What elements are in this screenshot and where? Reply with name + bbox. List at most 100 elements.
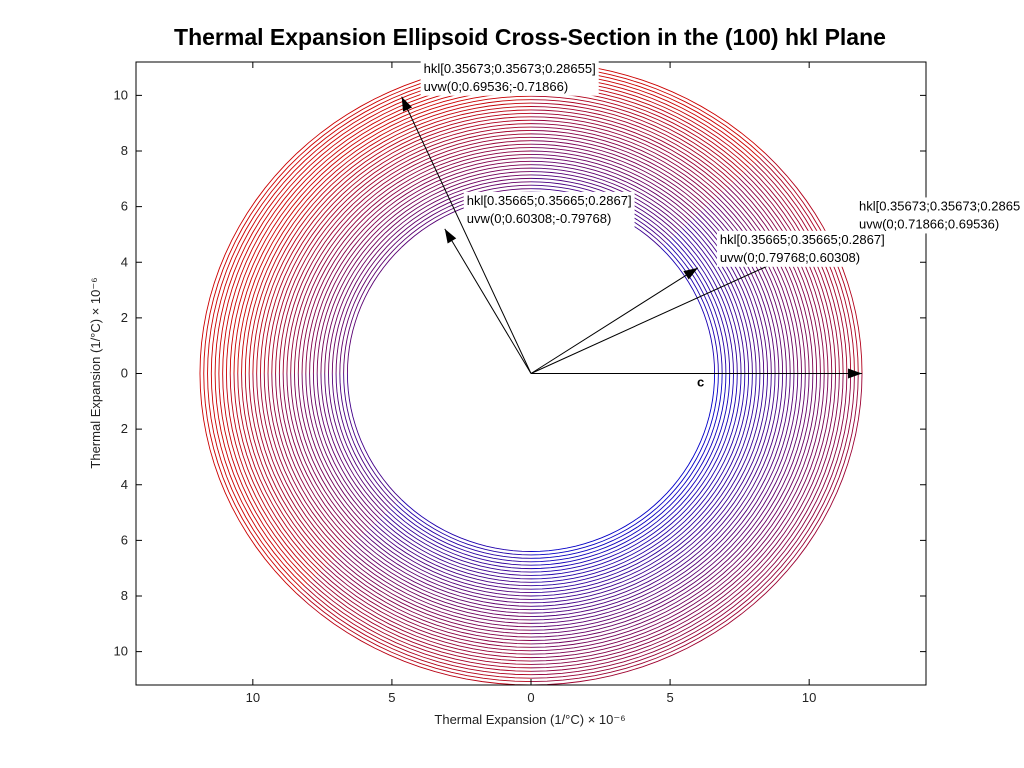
ellipse-curve xyxy=(363,147,532,215)
ellipse-curve xyxy=(530,576,747,662)
uvw-label: uvw(0;0.71866;0.69536) xyxy=(859,216,999,231)
ellipse-curve xyxy=(692,218,761,374)
ellipse-curve xyxy=(400,499,532,552)
ellipse-curve xyxy=(530,160,688,224)
ellipse-curve xyxy=(335,240,394,374)
ellipse-curve xyxy=(328,373,389,512)
ellipse-curve xyxy=(315,85,532,171)
ellipse-curve xyxy=(275,373,351,546)
hkl-label: hkl[0.35665;0.35665;0.2867] xyxy=(467,193,632,208)
ellipse-curve xyxy=(336,112,532,190)
y-axis-ticks: 10 8 6 4 2 0 2 4 6 8 10 xyxy=(114,87,926,659)
ellipse-curve xyxy=(684,373,750,522)
ellipse-curve xyxy=(530,537,704,607)
ellipse-curve xyxy=(267,373,346,551)
ellipse-curve xyxy=(735,373,821,568)
ellipse-curve xyxy=(312,578,532,665)
ellipse-curve xyxy=(530,566,736,648)
ellipse-curve xyxy=(263,194,343,374)
y-tick-label: 4 xyxy=(121,254,128,269)
x-axis-ticks: 10 5 0 5 10 xyxy=(246,62,816,705)
ellipse-curve xyxy=(716,196,795,374)
ellipse-curve xyxy=(376,164,532,227)
ellipse-curve xyxy=(229,373,319,575)
ellipse-curve xyxy=(751,373,844,582)
ellipse-curve xyxy=(328,564,532,645)
ellipse-curve xyxy=(530,581,753,669)
annotation-box xyxy=(420,59,599,96)
ellipse-curve xyxy=(730,184,814,374)
ellipse-curve xyxy=(705,206,780,374)
ellipse-curve xyxy=(301,218,370,374)
ellipse-curve xyxy=(339,554,532,631)
ellipse-curve xyxy=(304,586,532,676)
x-tick-label: 10 xyxy=(246,690,260,705)
ellipse-curve xyxy=(260,373,341,556)
ellipse-curve xyxy=(320,373,383,517)
ellipse-curve xyxy=(358,140,532,210)
ellipse-curve xyxy=(762,373,859,592)
ellipse-curve xyxy=(700,373,772,536)
ellipse-curve xyxy=(530,574,744,659)
vector-line xyxy=(444,228,532,374)
ellipse-curve xyxy=(689,373,757,527)
ellipse-curve xyxy=(252,373,335,561)
ellipse-curve xyxy=(347,547,532,621)
ellipse-curve xyxy=(530,499,662,552)
vector-arrowhead xyxy=(401,96,413,112)
ellipse-curve xyxy=(352,133,532,205)
ellipse-curve xyxy=(530,586,758,676)
annotation-box xyxy=(855,197,1022,234)
ellipse-curve xyxy=(241,373,327,568)
ellipse-curve xyxy=(738,177,825,374)
ellipse-curve xyxy=(368,153,532,219)
ellipse-curve xyxy=(346,247,402,374)
ellipse-curve xyxy=(342,119,532,195)
ellipse-curve xyxy=(708,373,784,544)
ellipse-curve xyxy=(721,373,802,556)
ellipse-curve xyxy=(203,155,300,374)
ellipse-curve xyxy=(309,223,375,374)
ellipse-curve xyxy=(282,373,357,541)
y-tick-label: 4 xyxy=(121,477,128,492)
ellipse-curve xyxy=(759,373,855,590)
ellipse-curve xyxy=(350,130,532,202)
ellipse-curve xyxy=(530,545,712,617)
uvw-label: uvw(0;0.79768;0.60308) xyxy=(720,250,860,265)
ellipse-curve xyxy=(530,583,755,672)
ellipse-curve xyxy=(727,186,810,374)
ellipse-curve xyxy=(203,373,300,592)
ellipse-curve xyxy=(530,532,699,600)
ellipse-curve xyxy=(530,552,720,628)
ellipse-curve xyxy=(331,561,532,641)
ellipse-curve xyxy=(724,189,806,374)
ellipse-curve xyxy=(334,109,532,188)
ellipse-curve xyxy=(679,373,742,517)
ellipse-curve xyxy=(390,508,532,566)
ellipse-curve xyxy=(326,99,532,181)
ellipse-curve xyxy=(711,373,787,546)
ellipse-curve xyxy=(695,215,765,374)
ellipse-curve xyxy=(218,165,311,374)
ellipse-curve xyxy=(248,373,332,563)
ellipse-curve xyxy=(244,181,330,374)
ellipse-curve xyxy=(328,235,389,374)
ellipse-curve xyxy=(371,525,532,590)
vector-arrowhead xyxy=(683,267,698,280)
ellipse-curve xyxy=(368,528,532,594)
ellipse-curve xyxy=(342,552,532,628)
ellipse-curve xyxy=(207,373,303,590)
ellipse-curve xyxy=(271,373,349,549)
ellipse-curve xyxy=(732,373,818,566)
ellipse-curve xyxy=(530,147,699,215)
ellipse-curve xyxy=(355,136,532,207)
x-tick-label: 0 xyxy=(527,690,534,705)
ellipse-curve xyxy=(530,116,723,193)
ellipse-curve xyxy=(379,167,532,229)
ellipse-curve xyxy=(530,554,723,631)
ellipse-curve xyxy=(530,85,747,171)
ellipse-curve xyxy=(530,164,686,227)
ellipse-curve xyxy=(530,513,678,573)
ellipse-curve xyxy=(297,215,367,374)
